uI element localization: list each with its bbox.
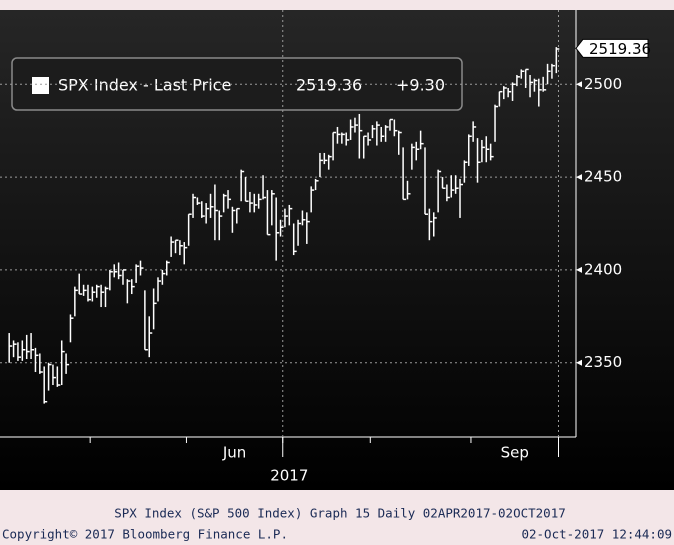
y-tick-label: 2450	[584, 168, 622, 186]
x-tick-label: Sep	[501, 444, 529, 462]
x-tick-label: Jun	[222, 444, 246, 462]
last-price-label: 2519.36	[589, 40, 651, 58]
y-tick-label: 2350	[584, 353, 622, 371]
y-tick-arrow	[576, 174, 582, 181]
y-tick-arrow	[576, 359, 582, 366]
legend-last-price: 2519.36	[296, 76, 362, 95]
y-tick-arrow	[576, 266, 582, 273]
legend-label: SPX Index - Last Price	[58, 76, 231, 95]
y-tick-arrow	[576, 81, 582, 88]
footer-background	[0, 490, 674, 545]
footer-description: SPX Index (S&P 500 Index) Graph 15 Daily…	[114, 506, 566, 521]
legend-change: +9.30	[396, 76, 445, 95]
y-tick-label: 2400	[584, 260, 622, 278]
footer-timestamp: 02-Oct-2017 12:44:09	[521, 527, 672, 542]
legend-swatch	[32, 77, 49, 94]
y-tick-label: 2500	[584, 75, 622, 93]
x-year-label: 2017	[270, 467, 308, 485]
footer-copyright: Copyright© 2017 Bloomberg Finance L.P.	[2, 527, 288, 542]
last-price-tag	[575, 38, 649, 58]
